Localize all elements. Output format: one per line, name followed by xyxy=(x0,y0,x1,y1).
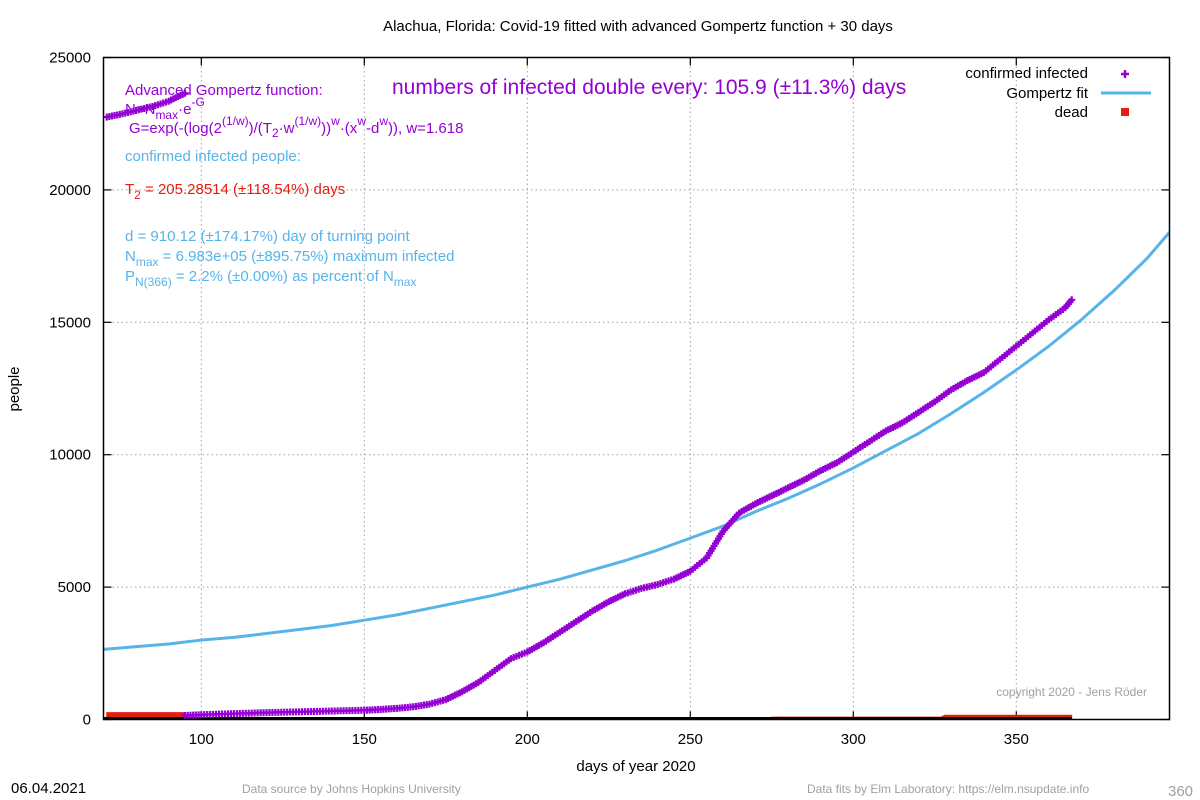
formula1-part-c: ·e xyxy=(178,101,191,118)
t2-part-a: T xyxy=(125,181,134,198)
x-tick-label: 300 xyxy=(841,731,866,748)
x-tick-label: 150 xyxy=(352,731,377,748)
formula1-sub-max: max xyxy=(155,108,178,122)
formula2-sup-2: (1/w) xyxy=(294,114,321,128)
turning-point-line: d = 910.12 (±174.17%) day of turning poi… xyxy=(125,228,411,245)
y-tick-label: 15000 xyxy=(49,314,91,331)
nmax-sub: max xyxy=(136,255,159,269)
formula1-part-a: N=N xyxy=(125,101,155,118)
x-tick-label: 250 xyxy=(678,731,703,748)
chart-title: Alachua, Florida: Covid-19 fitted with a… xyxy=(383,18,893,35)
confirmed-infected-layer xyxy=(103,89,1076,720)
formula2-sup-w2: w xyxy=(356,114,366,128)
confirmed-infected-caption: confirmed infected people: xyxy=(125,148,301,165)
nmax-value: = 6.983e+05 (±895.75%) maximum infected xyxy=(159,248,455,265)
formula2-part-a: G=exp(-(log(2 xyxy=(129,120,222,137)
y-tick-label: 5000 xyxy=(58,579,91,596)
doubling-time-annotation: numbers of infected double every: 105.9 … xyxy=(392,76,906,99)
x-tick-label: 350 xyxy=(1004,731,1029,748)
x-tick-label: 200 xyxy=(515,731,540,748)
infected-data-point xyxy=(181,89,189,97)
x-tick-label: 100 xyxy=(189,731,214,748)
t2-sub: 2 xyxy=(134,188,141,202)
nmax-line: Nmax = 6.983e+05 (±895.75%) maximum infe… xyxy=(125,248,454,269)
formula2-sup-w3: w xyxy=(378,114,388,128)
legend-label-dead: dead xyxy=(1055,104,1088,121)
gompertz-fit-line xyxy=(103,231,1171,651)
pn-part-a: P xyxy=(125,268,135,285)
formula1-sup-g: -G xyxy=(191,95,204,109)
y-tick-label: 10000 xyxy=(49,447,91,464)
y-tick-label: 25000 xyxy=(49,50,91,67)
pn-sub: N(366) xyxy=(135,275,172,289)
legend-swatch-infected xyxy=(1121,70,1129,78)
legend-plus-marker xyxy=(1121,70,1129,78)
y-tick-label: 0 xyxy=(83,712,91,729)
formula2-part-k: -d xyxy=(366,120,379,137)
legend-swatch-dead xyxy=(1121,108,1129,116)
y-axis-label: people xyxy=(6,366,23,411)
x-axis-label: days of year 2020 xyxy=(576,758,695,775)
footer-date: 06.04.2021 xyxy=(11,780,87,797)
formula2-sup-w1: w xyxy=(330,114,340,128)
legend-label-infected: confirmed infected xyxy=(965,65,1088,82)
gompertz-fit-layer xyxy=(103,231,1171,651)
t2-value: = 205.28514 (±118.54%) days xyxy=(141,181,345,198)
legend-item-infected: confirmed infected xyxy=(965,65,1129,82)
function-title: Advanced Gompertz function: xyxy=(125,82,323,99)
formula2-part-g: )) xyxy=(321,120,331,137)
formula2-part-i: ·(x xyxy=(340,120,358,137)
infected-data-point xyxy=(1068,296,1076,304)
legend-item-fit: Gompertz fit xyxy=(1006,85,1151,102)
formula2-part-e: ·w xyxy=(279,120,295,137)
legend: confirmed infected Gompertz fit dead xyxy=(965,65,1151,121)
nmax-part-a: N xyxy=(125,248,136,265)
percent-line: PN(366) = 2.2% (±0.00%) as percent of Nm… xyxy=(125,268,416,289)
pn-value: = 2.2% (±0.00%) as percent of N xyxy=(172,268,394,285)
footer-data-fits: Data fits by Elm Laboratory: https://elm… xyxy=(807,782,1090,796)
pn-sub-max: max xyxy=(394,275,417,289)
legend-label-fit: Gompertz fit xyxy=(1006,85,1089,102)
copyright-note: copyright 2020 - Jens Röder xyxy=(996,685,1147,699)
legend-item-dead: dead xyxy=(1055,104,1129,121)
formula2-sup-1: (1/w) xyxy=(222,114,249,128)
formula-line-2: G=exp(-(log(2(1/w))/(T2·w(1/w)))w·(xw-dw… xyxy=(129,114,463,140)
plot-frame xyxy=(102,56,1171,721)
formula2-part-c: )/(T xyxy=(249,120,272,137)
formula2-sub-2: 2 xyxy=(272,126,279,140)
formula-line-1: N=Nmax·e-G xyxy=(125,95,205,122)
annotations: numbers of infected double every: 105.9 … xyxy=(125,76,1147,699)
footer-corner-number: 360 xyxy=(1168,783,1194,800)
formula2-part-m: )), w=1.618 xyxy=(388,120,463,137)
footer-data-source: Data source by Johns Hopkins University xyxy=(242,782,461,796)
y-tick-label: 20000 xyxy=(49,182,91,199)
doubling-t2-line: T2 = 205.28514 (±118.54%) days xyxy=(125,181,345,202)
